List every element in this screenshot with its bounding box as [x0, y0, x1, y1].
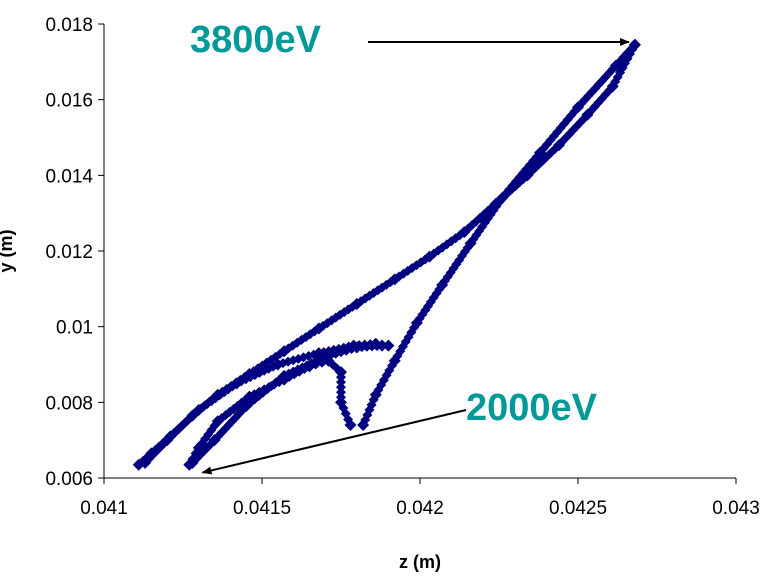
y-tick-label: 0.01: [56, 318, 93, 339]
x-axis-title: z (m): [399, 552, 441, 572]
data-marker: [336, 382, 346, 393]
data-point: [376, 339, 389, 352]
y-tick-label: 0.012: [45, 242, 93, 263]
data-marker: [249, 394, 260, 405]
annotation-2000ev: 2000eV: [466, 387, 598, 429]
y-tick-label: 0.018: [45, 15, 93, 36]
y-tick-label: 0.016: [45, 91, 93, 112]
markers: [132, 38, 641, 471]
data-point: [628, 38, 641, 51]
y-tick-label: 0.008: [45, 393, 93, 414]
data-marker: [336, 387, 346, 398]
data-marker: [454, 255, 465, 266]
x-tick-label: 0.043: [712, 498, 760, 519]
data-point: [344, 419, 357, 432]
y-axis-title: y (m): [0, 229, 16, 272]
x-tick-label: 0.0415: [233, 498, 291, 519]
x-tick-label: 0.042: [396, 498, 444, 519]
annotation-3800ev: 3800eV: [190, 19, 322, 61]
axes: [98, 23, 737, 484]
data-point: [335, 366, 347, 379]
data-marker: [552, 126, 563, 137]
labels: 0.041 0.0415 0.042 0.0425 0.043 0.006 0.008 0.0…: [0, 15, 760, 572]
y-tick-label: 0.014: [45, 166, 93, 187]
x-tick-label: 0.0425: [549, 498, 607, 519]
data-marker: [336, 377, 346, 388]
data-marker: [336, 372, 346, 383]
annotation-2000ev-arrow: [201, 409, 467, 475]
data-point: [609, 59, 622, 72]
x-tick-label: 0.041: [80, 498, 128, 519]
y-tick-label: 0.006: [45, 469, 93, 490]
data-marker: [504, 184, 515, 195]
data-point: [382, 339, 395, 352]
